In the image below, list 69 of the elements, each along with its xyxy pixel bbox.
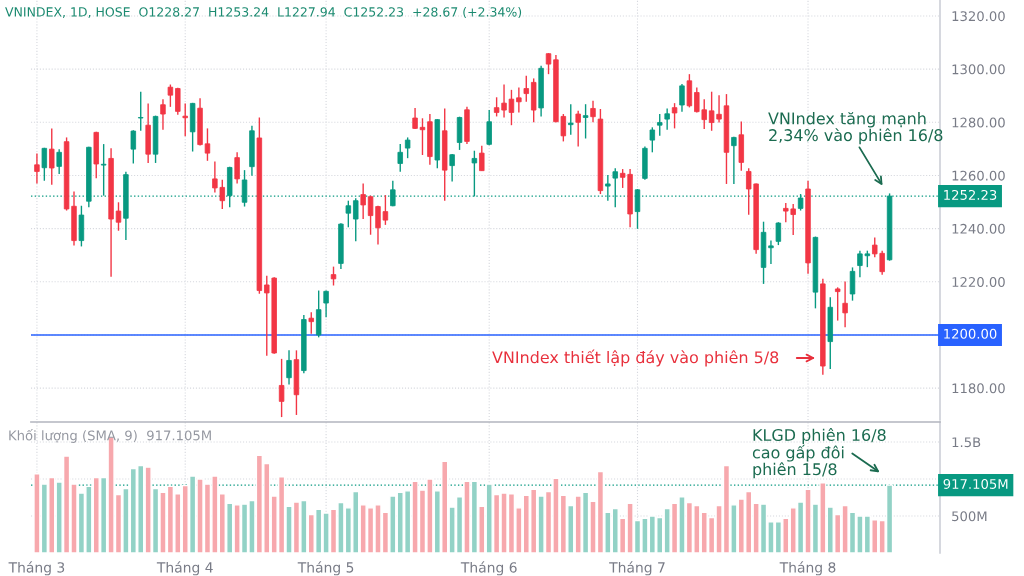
y-tick-label: 1180.00 — [952, 383, 1005, 394]
candlestick — [568, 103, 574, 136]
x-tick-label: Tháng 8 — [779, 561, 836, 576]
candlestick — [679, 83, 685, 113]
candlestick — [115, 201, 122, 232]
y-tick-label: 1300.00 — [952, 64, 1005, 75]
annotation: Khối lượng (SMA, 9) 917.105M — [9, 429, 211, 443]
candlestick — [575, 110, 581, 148]
candlestick — [412, 107, 418, 130]
candlestick — [516, 86, 522, 114]
candlestick — [278, 358, 285, 418]
ref-line-label: 1200.00 — [944, 328, 997, 339]
candlestick — [167, 83, 174, 108]
candlestick — [849, 266, 856, 302]
candlestick — [56, 148, 62, 175]
candlestick — [175, 87, 181, 116]
candlestick — [664, 107, 670, 131]
ref-line-label: 917.105M — [943, 478, 1008, 489]
candlestick — [404, 136, 411, 159]
y-tick-label: 1240.00 — [952, 223, 1005, 234]
candlestick — [34, 152, 40, 185]
candlestick — [41, 147, 48, 182]
candlestick — [330, 265, 337, 287]
candlestick — [842, 280, 848, 328]
y-tick-label: 1220.00 — [952, 276, 1005, 287]
x-tick-label: Tháng 4 — [156, 561, 213, 576]
candlestick — [234, 151, 240, 185]
y-tick-label: 1.5B — [952, 437, 981, 448]
x-tick-label: Tháng 3 — [8, 561, 65, 576]
candlestick — [671, 102, 678, 130]
candlestick — [731, 135, 737, 185]
candlestick — [160, 98, 166, 131]
annotation: KLGD phiên 16/8 cao gấp đôi phiên 15/8 — [752, 428, 886, 479]
candlestick — [449, 153, 455, 183]
annotation: VNIndex thiết lập đáy vào phiên 5/8 — [492, 349, 779, 367]
candlestick — [523, 75, 529, 103]
x-tick-label: Tháng 6 — [460, 561, 517, 576]
candlestick — [582, 103, 589, 140]
y-tick-label: 500M — [952, 511, 987, 522]
candlestick — [49, 127, 55, 186]
candlestick — [486, 109, 492, 146]
candlestick — [130, 129, 137, 165]
candlestick — [508, 89, 515, 126]
candlestick — [308, 311, 314, 335]
candlestick — [545, 52, 552, 75]
candlestick — [360, 182, 366, 220]
candlestick — [345, 200, 352, 228]
x-tick-label: Tháng 7 — [609, 561, 665, 576]
candlestick — [479, 144, 485, 172]
candlestick — [657, 113, 663, 137]
y-tick-label: 1320.00 — [952, 11, 1005, 22]
text: VNINDEX, 1D, HOSE O1228.27 H1253.24 L1227.94 C1252.23 +28.67 (+2.34%) — [5, 6, 522, 19]
candlestick — [634, 188, 641, 230]
candlestick — [768, 239, 774, 265]
candlestick — [649, 126, 656, 154]
candlestick — [204, 127, 211, 162]
x-tick-label: Tháng 5 — [297, 561, 354, 576]
candlestick — [590, 100, 596, 123]
candlestick — [397, 143, 403, 173]
y-tick-label: 1260.00 — [952, 170, 1005, 181]
annotation: VNIndex tăng mạnh 2,34% vào phiên 16/8 — [768, 112, 943, 145]
candlestick — [834, 286, 841, 322]
ref-line-label: 1252.23 — [944, 189, 997, 200]
candlestick — [775, 221, 782, 246]
candlestick — [182, 102, 188, 138]
candlestick — [323, 289, 329, 318]
candlestick — [286, 349, 292, 386]
candlestick — [138, 91, 144, 132]
y-tick-label: 1280.00 — [952, 117, 1005, 128]
